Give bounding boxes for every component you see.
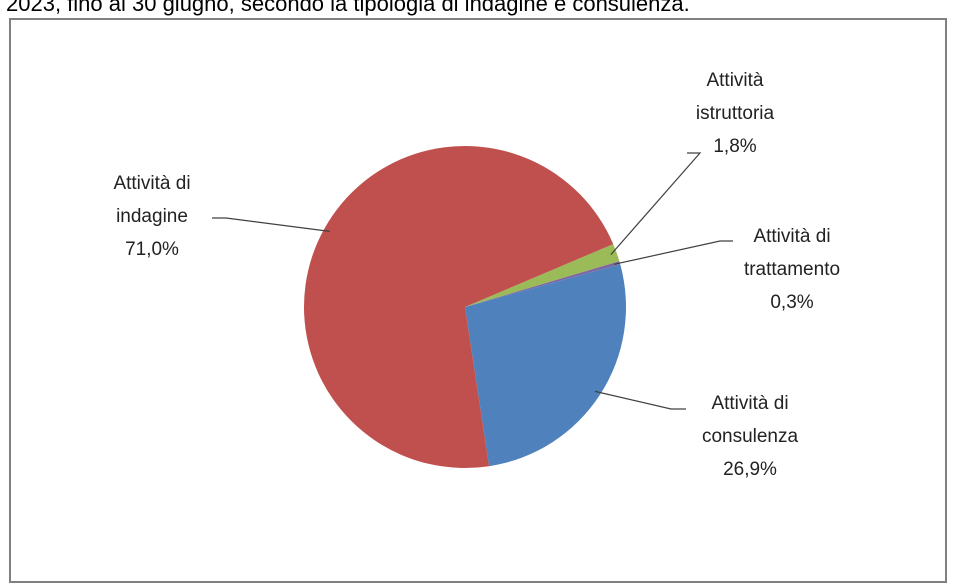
slice-label-line: Attività <box>706 70 763 91</box>
slice-label-1: Attività di trattamento 0,3% <box>744 226 840 313</box>
slice-labels: Attività istruttoria 1,8% Attività di tratta… <box>113 70 840 480</box>
slice-label-line: Attività di <box>113 173 190 194</box>
pie-slice-0 <box>465 244 620 307</box>
pie-slices <box>304 146 626 468</box>
slice-label-0: Attività istruttoria 1,8% <box>696 70 775 157</box>
pie-slice-1 <box>465 261 621 307</box>
slice-label-line: indagine <box>116 206 188 227</box>
slice-label-line: Attività di <box>753 226 830 247</box>
slice-label-line: 71,0% <box>125 239 179 260</box>
pie-slice-3 <box>304 146 614 468</box>
slice-label-line: trattamento <box>744 259 840 280</box>
chart-caption: 2023, fino al 30 giugno, secondo la tipo… <box>6 0 690 16</box>
slice-label-line: 0,3% <box>770 292 813 313</box>
slice-label-line: istruttoria <box>696 103 775 124</box>
slice-label-line: consulenza <box>702 426 799 447</box>
slice-label-line: 1,8% <box>713 136 756 157</box>
leader-line-2 <box>594 390 686 410</box>
leader-lines <box>212 152 733 410</box>
slice-label-line: 26,9% <box>723 459 777 480</box>
slice-label-3: Attività di indagine 71,0% <box>113 173 190 260</box>
leader-line-3 <box>212 217 330 232</box>
leader-line-0 <box>610 152 702 255</box>
slice-label-2: Attività di consulenza 26,9% <box>702 393 799 480</box>
leader-line-1 <box>613 240 733 265</box>
pie-slice-2 <box>465 264 626 467</box>
slice-label-line: Attività di <box>711 393 788 414</box>
